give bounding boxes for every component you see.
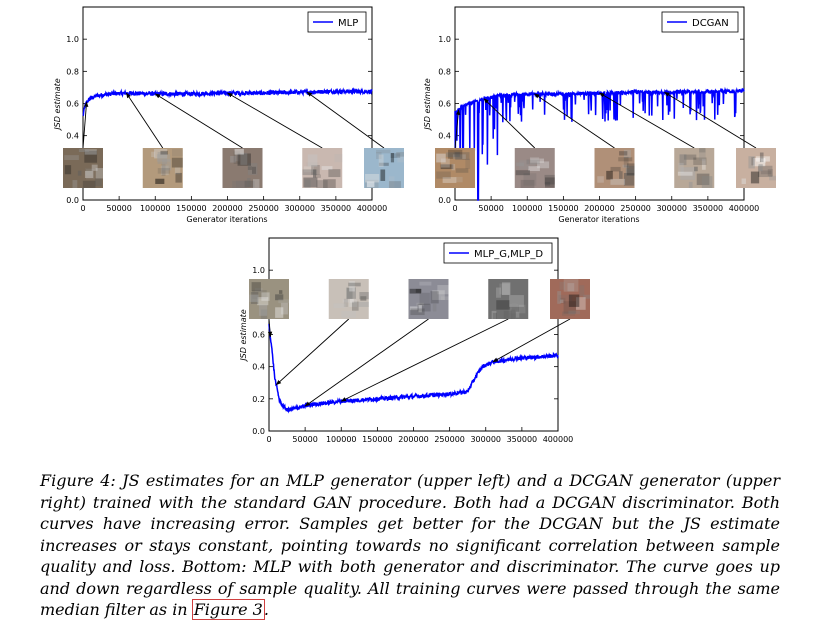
y-tick-label: 1.0 <box>252 266 265 275</box>
x-tick-label: 250000 <box>434 435 465 444</box>
sample-image <box>435 148 475 188</box>
sample-image <box>302 148 343 188</box>
x-tick-label: 50000 <box>292 435 317 444</box>
sample-arrow <box>664 91 757 149</box>
legend: MLP <box>307 11 367 33</box>
x-tick-label: 250000 <box>248 204 279 213</box>
x-tick-label: 300000 <box>656 204 687 213</box>
figure: 0.0 0.2 0.4 0.6 0.8 1.0 0 50000 100000 150000 200… <box>53 6 776 444</box>
x-tick-label: 150000 <box>548 204 579 213</box>
legend: MLP_G,MLP_D <box>443 242 553 264</box>
x-tick-label: 400000 <box>357 204 388 213</box>
caption-text: Figure 4: JS estimates for an MLP genera… <box>40 471 780 619</box>
sample-arrow <box>275 318 350 386</box>
x-tick-label: 350000 <box>321 204 352 213</box>
legend: DCGAN <box>661 11 739 33</box>
sample-image <box>594 148 635 188</box>
sample-image <box>550 279 590 319</box>
x-tick-label: 400000 <box>729 204 760 213</box>
x-tick-label: 200000 <box>584 204 615 213</box>
sample-image <box>142 148 183 188</box>
sample-image <box>408 279 449 319</box>
y-tick-label: 0.0 <box>252 427 265 436</box>
x-tick-label: 350000 <box>693 204 724 213</box>
y-axis-label: JSD estimate <box>53 78 62 131</box>
sample-image <box>364 148 404 188</box>
x-axis-label: Generator iterations <box>558 215 639 224</box>
sample-image <box>222 148 263 188</box>
series-line-mlp-g-mlp-d <box>268 323 559 414</box>
figure-caption: Figure 4: JS estimates for an MLP genera… <box>40 470 780 621</box>
y-tick-label: 0.4 <box>438 132 451 141</box>
legend-label: MLP <box>338 18 358 29</box>
plot-area <box>268 237 559 432</box>
y-tick-label: 1.0 <box>66 35 79 44</box>
x-tick-label: 250000 <box>620 204 651 213</box>
legend-label: DCGAN <box>692 18 729 29</box>
sample-arrow <box>534 93 615 149</box>
x-tick-label: 50000 <box>106 204 131 213</box>
y-tick-label: 0.0 <box>438 196 451 205</box>
x-tick-label: 400000 <box>543 435 574 444</box>
x-tick-label: 150000 <box>362 435 393 444</box>
y-tick-label: 0.4 <box>252 363 265 372</box>
chart-dcgan: 0.00.20.40.60.81.0 050000100000150000200… <box>423 6 776 224</box>
sample-arrow <box>154 93 243 149</box>
sample-image <box>674 148 715 188</box>
x-tick-label: 200000 <box>398 435 429 444</box>
sample-arrow <box>454 109 461 149</box>
sample-image <box>514 148 555 188</box>
sample-arrow <box>125 92 164 149</box>
x-tick-label: 200000 <box>212 204 243 213</box>
y-tick-label: 0.6 <box>66 100 79 109</box>
y-tick-label: 0.6 <box>252 331 265 340</box>
figure-reference-link[interactable]: Figure 3 <box>191 599 265 620</box>
sample-image <box>488 279 529 319</box>
x-tick-label: 300000 <box>470 435 501 444</box>
sample-arrow <box>492 318 571 363</box>
chart-mlp-g-mlp-d: 0.00.20.40.60.81.0 050000100000150000200… <box>239 237 590 444</box>
sample-arrow <box>340 318 509 402</box>
sample-arrow <box>267 318 273 338</box>
sample-arrow <box>483 98 536 149</box>
x-tick-label: 100000 <box>140 204 171 213</box>
caption-end: . <box>263 600 269 619</box>
x-tick-label: 100000 <box>512 204 543 213</box>
y-tick-label: 0.6 <box>438 100 451 109</box>
x-tick-label: 300000 <box>284 204 315 213</box>
y-tick-label: 0.0 <box>66 196 79 205</box>
x-tick-label: 0 <box>266 435 271 444</box>
sample-image <box>736 148 776 188</box>
y-tick-label: 0.8 <box>66 67 79 76</box>
y-tick-label: 1.0 <box>438 35 451 44</box>
x-axis-label: Generator iterations <box>186 215 267 224</box>
y-axis-label: JSD estimate <box>423 78 432 131</box>
sample-arrow <box>306 91 385 149</box>
chart-mlp: 0.00.20.40.60.81.0 050000100000150000200… <box>53 6 404 224</box>
x-tick-label: 100000 <box>326 435 357 444</box>
y-axis-label: JSD estimate <box>239 309 248 362</box>
y-tick-label: 0.2 <box>252 395 265 404</box>
sample-image <box>63 148 103 188</box>
x-tick-label: 50000 <box>478 204 503 213</box>
x-tick-label: 0 <box>80 204 85 213</box>
x-tick-label: 0 <box>452 204 457 213</box>
sample-arrow <box>82 101 89 149</box>
sample-arrow <box>599 92 695 149</box>
legend-label: MLP_G,MLP_D <box>474 249 543 260</box>
y-tick-label: 0.8 <box>438 67 451 76</box>
sample-arrow <box>227 92 323 149</box>
sample-arrow <box>304 318 429 407</box>
x-tick-label: 150000 <box>176 204 207 213</box>
sample-image <box>328 279 369 319</box>
sample-image <box>249 279 289 319</box>
x-tick-label: 350000 <box>507 435 538 444</box>
y-tick-label: 0.4 <box>66 132 79 141</box>
